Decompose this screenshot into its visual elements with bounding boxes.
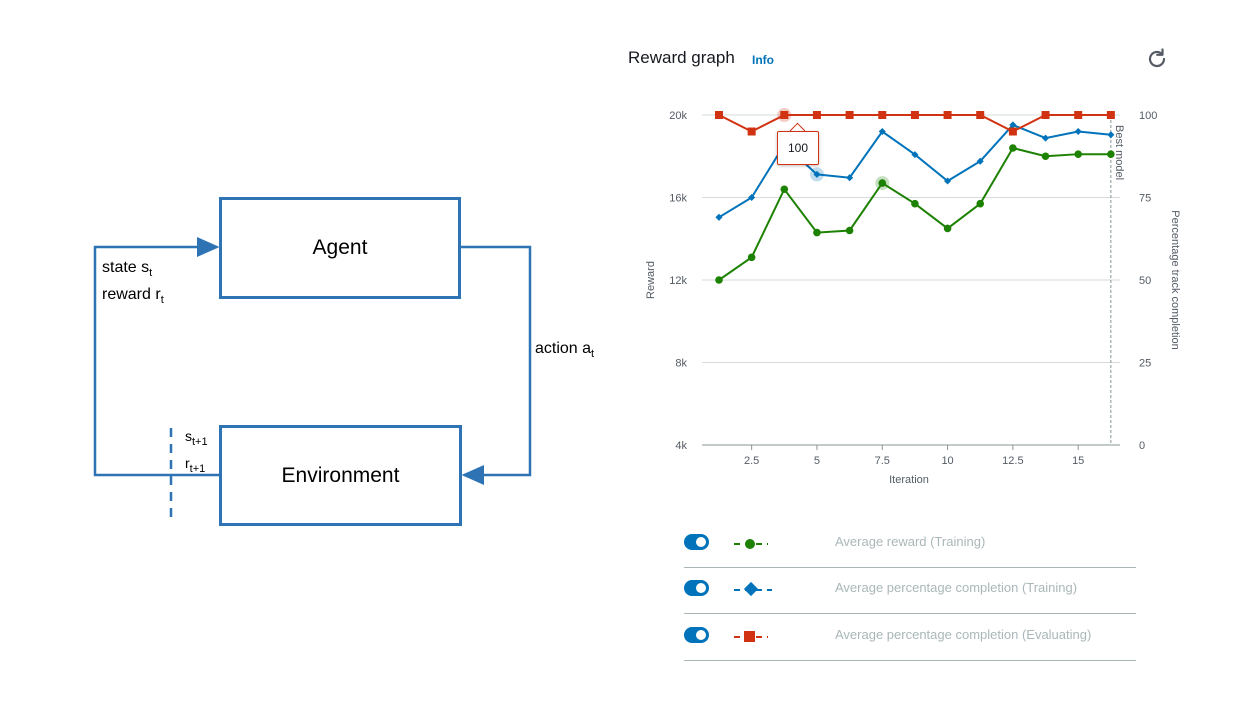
y-right-axis-title: Percentage track completion <box>1169 210 1181 349</box>
data-point <box>1008 127 1017 136</box>
data-point <box>976 199 985 208</box>
legend-label: Average percentage completion (Training) <box>835 580 1078 595</box>
y-right-tick-label: 0 <box>1139 440 1145 452</box>
next-state-label: st+1 rt+1 <box>185 428 208 475</box>
y-left-tick-label: 16k <box>669 193 687 205</box>
agent-box: Agent <box>219 197 461 299</box>
y-right-tick-label: 100 <box>1139 110 1157 122</box>
legend-label: Average percentage completion (Evaluatin… <box>835 627 1092 642</box>
data-point <box>910 111 919 119</box>
circle-marker-icon <box>734 539 768 549</box>
reward-chart: 4k 8k 12k 16k 20k 0 25 50 75 100 2.5 5 7.5 10 12.5 15 It… <box>645 108 1181 486</box>
x-tick-label: 2.5 <box>744 455 759 467</box>
x-tick-label: 10 <box>941 455 953 467</box>
data-point <box>813 228 821 237</box>
data-point <box>846 174 854 182</box>
info-link[interactable]: Info <box>752 53 774 67</box>
x-tick-label: 12.5 <box>1002 455 1023 467</box>
data-point <box>1074 150 1082 158</box>
data-point <box>1042 134 1050 142</box>
action-arrow <box>461 245 532 485</box>
y-right-tick-label: 75 <box>1139 193 1151 205</box>
environment-box: Environment <box>219 425 462 526</box>
y-left-axis-title: Reward <box>645 261 657 299</box>
data-point <box>715 276 723 284</box>
data-point <box>1009 121 1017 129</box>
legend-row-completion-evaluating: Average percentage completion (Evaluatin… <box>684 614 1136 661</box>
legend-row-reward-training: Average reward (Training) <box>684 521 1136 568</box>
y-left-tick-label: 20k <box>669 110 687 122</box>
y-left-tick-label: 4k <box>675 440 687 452</box>
data-point <box>944 177 952 185</box>
environment-label: Environment <box>281 463 400 487</box>
data-point <box>747 253 756 262</box>
rl-loop-diagram <box>93 237 532 524</box>
x-tick-label: 15 <box>1072 455 1084 467</box>
square-marker-icon <box>734 631 768 642</box>
agent-label: Agent <box>312 236 368 259</box>
chart-tooltip: 100 <box>777 131 819 165</box>
data-point <box>1074 111 1083 119</box>
data-point <box>878 127 886 136</box>
data-point <box>714 111 723 119</box>
data-point <box>813 170 821 178</box>
data-point <box>748 193 756 202</box>
data-point <box>943 111 952 119</box>
data-point <box>1107 150 1115 158</box>
legend-row-completion-training: Average percentage completion (Training) <box>684 567 1136 614</box>
x-tick-label: 7.5 <box>875 455 890 467</box>
data-point <box>1009 144 1017 152</box>
x-tick-label: 5 <box>814 455 820 467</box>
state-reward-arrow <box>93 237 220 477</box>
data-point <box>747 127 756 136</box>
data-point <box>845 111 854 119</box>
data-point <box>943 224 952 233</box>
hover-highlight <box>875 176 890 191</box>
refresh-icon[interactable] <box>1145 47 1169 71</box>
data-point <box>845 226 854 235</box>
data-point <box>878 111 887 119</box>
y-left-tick-label: 12k <box>669 275 687 287</box>
toggle-completion-evaluating[interactable] <box>684 627 709 643</box>
data-point <box>976 157 984 165</box>
diamond-marker-icon <box>734 581 772 597</box>
data-point <box>1041 152 1050 161</box>
data-point <box>878 179 887 187</box>
data-point <box>780 111 789 119</box>
y-left-tick-label: 8k <box>675 358 687 370</box>
x-axis-title: Iteration <box>889 474 929 486</box>
series-line <box>718 146 1111 281</box>
y-right-tick-label: 50 <box>1139 275 1151 287</box>
panel-title: Reward graph <box>628 48 735 67</box>
data-point <box>1074 127 1082 136</box>
data-point <box>911 151 919 159</box>
hover-highlight <box>809 167 824 182</box>
hover-highlight <box>777 108 792 122</box>
legend-label: Average reward (Training) <box>835 534 986 549</box>
data-point <box>812 111 821 119</box>
toggle-completion-training[interactable] <box>684 580 709 596</box>
data-point <box>976 111 985 119</box>
data-point <box>1106 111 1115 119</box>
toggle-reward-training[interactable] <box>684 534 709 550</box>
data-point <box>780 185 789 194</box>
best-model-label: Best model <box>1113 125 1125 180</box>
y-right-tick-label: 25 <box>1139 358 1151 370</box>
data-point <box>715 213 723 221</box>
action-label: action at <box>535 340 595 361</box>
state-label: state st reward rt <box>102 259 164 307</box>
data-point <box>911 199 919 208</box>
data-point <box>1041 111 1050 119</box>
